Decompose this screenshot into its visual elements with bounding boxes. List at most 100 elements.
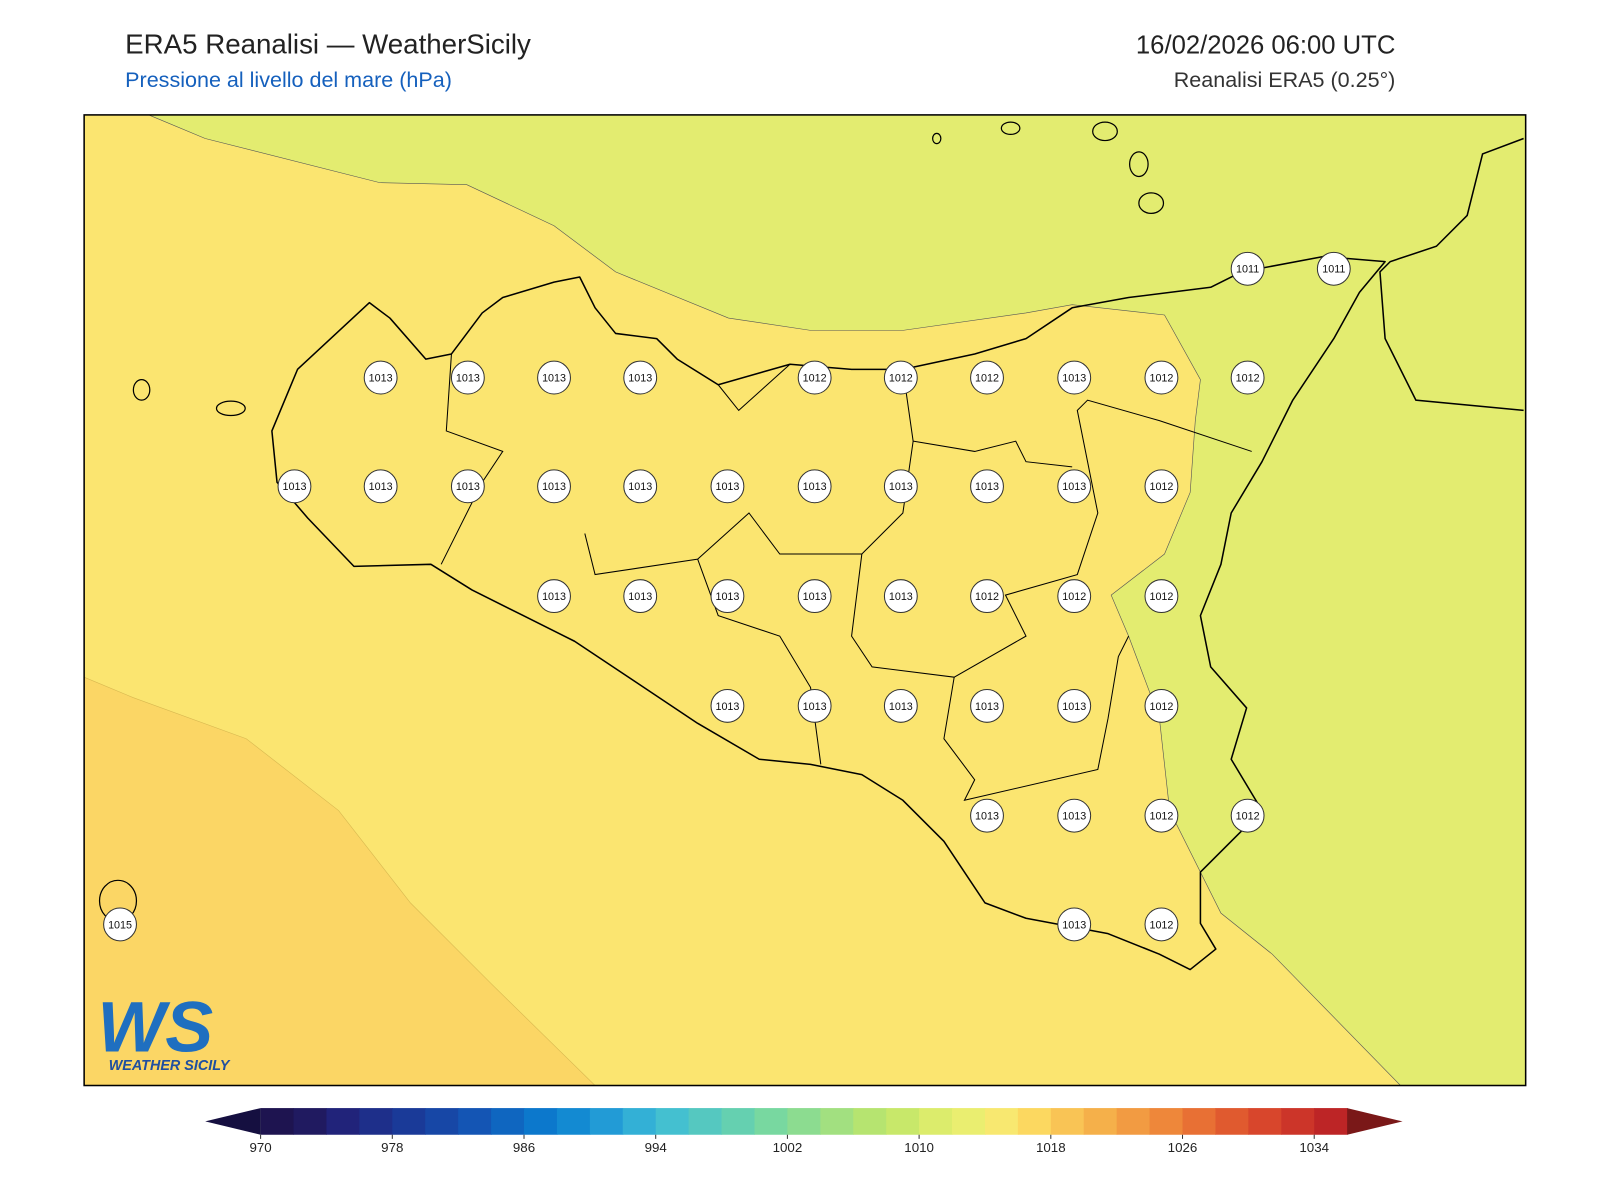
colorbar-tick-label: 1034 <box>1299 1140 1329 1155</box>
stations: 1011 1011 1013 1013 1013 1013 1012 1012 1012 1013… <box>103 251 1351 942</box>
station-value: 1013 <box>889 481 913 493</box>
station: 1012 <box>1144 469 1179 504</box>
colorbar-segment <box>326 1108 360 1135</box>
station-marker <box>883 688 918 723</box>
station: 1013 <box>797 688 832 723</box>
colorbar-segment <box>458 1108 492 1135</box>
station: 1012 <box>970 360 1004 395</box>
station: 1013 <box>623 469 658 504</box>
station-marker <box>970 798 1004 833</box>
station-value: 1012 <box>1149 701 1173 713</box>
station: 1013 <box>970 798 1004 833</box>
map-frame <box>83 114 1527 1087</box>
station-marker <box>363 360 398 395</box>
station: 1013 <box>537 360 571 395</box>
station-value: 1013 <box>542 372 566 384</box>
station: 1013 <box>363 360 398 395</box>
station-value: 1013 <box>456 481 480 493</box>
station: 1013 <box>1057 469 1092 504</box>
station: 1013 <box>797 469 832 504</box>
station-value: 1013 <box>628 481 652 493</box>
colorbar-segment <box>721 1108 755 1135</box>
station-marker <box>1144 907 1179 942</box>
colorbar-segment <box>293 1108 327 1135</box>
station-marker <box>537 579 571 614</box>
station-value: 1013 <box>803 591 827 603</box>
colorbar-segment <box>853 1108 887 1135</box>
colorbar-segment <box>1182 1108 1216 1135</box>
station-marker <box>277 469 312 504</box>
station-marker <box>1144 798 1179 833</box>
station: 1012 <box>970 579 1004 614</box>
station-value: 1013 <box>715 481 739 493</box>
station-value: 1012 <box>975 591 999 603</box>
colorbar-segment <box>820 1108 854 1135</box>
station: 1012 <box>1230 798 1265 833</box>
station: 1013 <box>970 688 1004 723</box>
station-marker <box>970 360 1004 395</box>
colorbar-segment <box>1050 1108 1085 1135</box>
station-marker <box>623 579 658 614</box>
station-value: 1013 <box>456 372 480 384</box>
sicily-coastline <box>271 255 1386 971</box>
station-marker <box>1144 469 1179 504</box>
colorbar-segment <box>622 1108 657 1135</box>
station-value: 1013 <box>889 701 913 713</box>
station-value: 1013 <box>282 481 306 493</box>
station-value: 1012 <box>1149 372 1173 384</box>
station-value: 1012 <box>1062 591 1086 603</box>
colorbar-segment <box>1248 1108 1282 1135</box>
station-value: 1013 <box>1062 701 1086 713</box>
station-value: 1012 <box>803 372 827 384</box>
station-marker <box>710 688 745 723</box>
station-marker <box>710 579 745 614</box>
station: 1012 <box>797 360 832 395</box>
station-value: 1013 <box>369 372 393 384</box>
station-marker <box>1057 360 1092 395</box>
colorbar-over <box>1347 1108 1403 1135</box>
station-marker <box>710 469 745 504</box>
station: 1013 <box>883 579 918 614</box>
station-value: 1013 <box>975 701 999 713</box>
station: 1013 <box>450 469 485 504</box>
station-marker <box>1057 688 1092 723</box>
logo-mark: WS <box>97 988 213 1068</box>
station-marker <box>537 360 571 395</box>
station: 1012 <box>1057 579 1092 614</box>
station-value: 1012 <box>1149 811 1173 823</box>
colorbar-segment <box>655 1108 690 1135</box>
colorbar-segment <box>556 1108 591 1135</box>
station-marker <box>883 360 918 395</box>
station-value: 1013 <box>1062 372 1086 384</box>
calabria-coastline <box>1379 137 1524 412</box>
colorbar-segment <box>688 1108 723 1135</box>
station-value: 1012 <box>1149 591 1173 603</box>
station-value: 1013 <box>628 591 652 603</box>
colorbar-segment <box>1017 1108 1052 1135</box>
station: 1013 <box>970 469 1004 504</box>
station-marker <box>1057 907 1092 942</box>
station-marker <box>450 469 485 504</box>
station-marker <box>797 688 832 723</box>
colorbar-segment <box>952 1108 986 1135</box>
colorbar-segment <box>1314 1108 1348 1135</box>
station-marker <box>363 469 398 504</box>
station: 1011 <box>1316 251 1351 286</box>
colorbar-segment <box>589 1108 624 1135</box>
station-marker <box>797 579 832 614</box>
station: 1013 <box>623 579 658 614</box>
colorbar-tick-label: 986 <box>513 1140 535 1155</box>
colorbar-segment <box>754 1108 788 1135</box>
colorbar-segment <box>787 1108 821 1135</box>
colorbar-segment <box>425 1108 459 1135</box>
colorbar-tick-label: 970 <box>249 1140 271 1155</box>
station-marker <box>1057 798 1092 833</box>
station-marker <box>450 360 485 395</box>
title: ERA5 Reanalisi — WeatherSicily <box>125 28 531 59</box>
colorbar-segment <box>359 1108 393 1135</box>
station-marker <box>103 907 137 942</box>
colorbar-segment <box>984 1108 1019 1135</box>
station: 1013 <box>1057 688 1092 723</box>
station-value: 1013 <box>975 811 999 823</box>
colorbar-segment <box>1083 1108 1118 1135</box>
